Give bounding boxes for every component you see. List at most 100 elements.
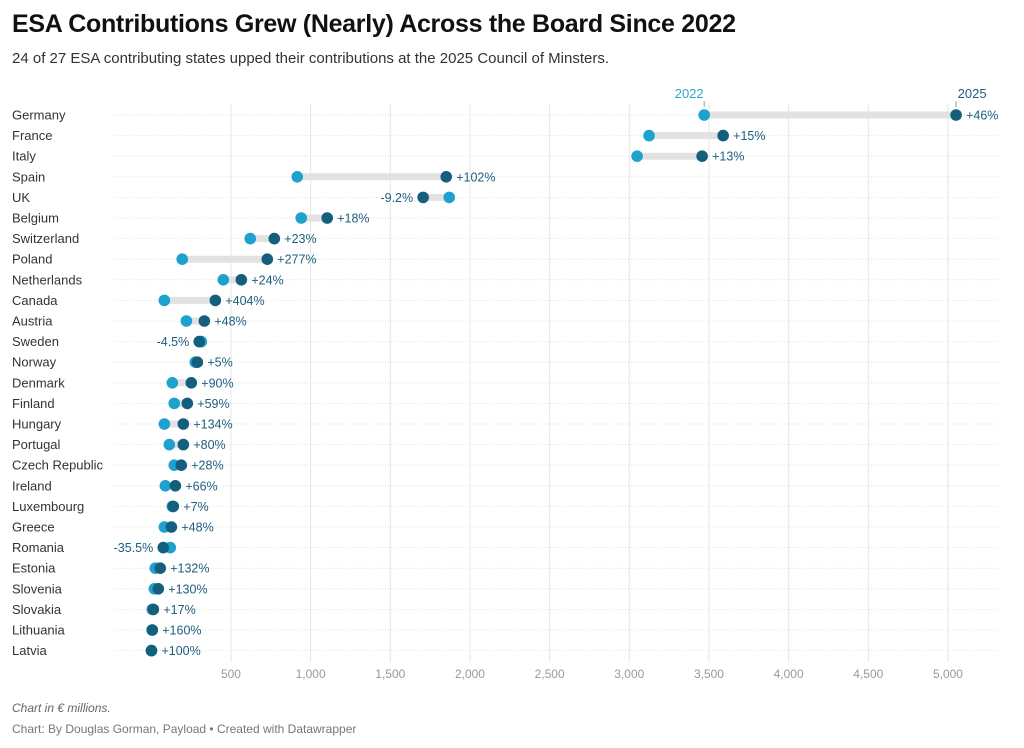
dot-2022 xyxy=(158,418,171,430)
dot-2025 xyxy=(185,377,198,389)
category-label: Belgium xyxy=(12,211,59,226)
change-label: +404% xyxy=(225,294,264,308)
category-label: Slovakia xyxy=(12,602,62,617)
dot-2022 xyxy=(163,438,176,451)
change-label: +28% xyxy=(191,459,223,473)
change-label: +102% xyxy=(456,170,495,184)
change-label: +23% xyxy=(284,232,316,246)
change-label: +13% xyxy=(712,150,744,164)
category-label: Latvia xyxy=(12,643,47,658)
category-label: Denmark xyxy=(12,375,65,390)
dot-2025 xyxy=(268,232,281,245)
change-label: +80% xyxy=(193,438,225,452)
change-label: -4.5% xyxy=(157,335,190,349)
dot-2025 xyxy=(717,129,729,142)
dot-2025 xyxy=(696,150,708,162)
chart-credit: Chart: By Douglas Gorman, Payload • Crea… xyxy=(12,722,357,736)
category-label: Luxembourg xyxy=(12,499,84,514)
dot-2025 xyxy=(235,274,248,286)
dot-2025 xyxy=(167,500,180,513)
change-label: +5% xyxy=(207,356,232,370)
category-label: Finland xyxy=(12,396,55,411)
dot-range-chart: 500 1,000 1,500 2,000 2,500 3,000 3,500 4,000 4,… xyxy=(12,86,1000,681)
dot-2022 xyxy=(168,397,181,410)
category-label: Austria xyxy=(12,314,53,329)
category-label: Italy xyxy=(12,149,36,164)
dot-2025 xyxy=(198,315,211,327)
legend-label-2022: 2022 xyxy=(675,86,704,101)
dot-2022 xyxy=(443,191,456,204)
change-label: +134% xyxy=(193,418,232,432)
category-label: Slovenia xyxy=(12,581,63,596)
dot-2022 xyxy=(180,315,193,327)
change-label: +15% xyxy=(733,129,765,143)
category-label: Portugal xyxy=(12,437,61,452)
dot-2022 xyxy=(244,232,257,245)
change-label: +100% xyxy=(161,644,200,658)
category-label: Netherlands xyxy=(12,272,83,287)
x-tick-label: 500 xyxy=(221,667,241,681)
change-label: +277% xyxy=(277,253,316,267)
x-tick-label: 2,000 xyxy=(455,667,485,681)
category-label: Ireland xyxy=(12,478,52,493)
dot-2025 xyxy=(154,562,167,574)
dot-2022 xyxy=(217,274,230,286)
category-label: Estonia xyxy=(12,561,56,576)
chart-subtitle: 24 of 27 ESA contributing states upped t… xyxy=(12,50,610,67)
x-tick-label: 5,000 xyxy=(933,667,963,681)
category-label: Germany xyxy=(12,108,66,123)
change-label: +17% xyxy=(163,603,195,617)
dot-2022 xyxy=(698,109,710,121)
category-label: Greece xyxy=(12,520,55,535)
dot-2025 xyxy=(440,171,453,183)
x-tick-label: 3,500 xyxy=(694,667,724,681)
dot-2025 xyxy=(152,583,165,595)
category-label: Norway xyxy=(12,355,57,370)
category-label: Romania xyxy=(12,540,65,555)
category-label: Czech Republic xyxy=(12,458,104,473)
dot-2025 xyxy=(157,541,170,554)
dot-2025 xyxy=(321,212,334,224)
dot-2025 xyxy=(950,109,962,121)
category-label: Sweden xyxy=(12,334,59,349)
x-tick-label: 1,000 xyxy=(296,667,326,681)
dot-2025 xyxy=(193,335,206,348)
dot-2025 xyxy=(177,418,190,430)
x-tick-label: 1,500 xyxy=(375,667,405,681)
legend-label-2025: 2025 xyxy=(958,86,987,101)
dot-2022 xyxy=(166,377,179,389)
change-label: +48% xyxy=(181,521,213,535)
chart-title: ESA Contributions Grew (Nearly) Across t… xyxy=(12,10,736,38)
change-label: -9.2% xyxy=(380,191,413,205)
category-label: Hungary xyxy=(12,417,62,432)
dot-2022 xyxy=(159,480,172,492)
x-tick-label: 4,500 xyxy=(853,667,883,681)
dot-2022 xyxy=(291,171,304,183)
change-label: +46% xyxy=(966,109,998,123)
change-label: +160% xyxy=(162,624,201,638)
dot-2025 xyxy=(191,356,204,369)
category-label: Switzerland xyxy=(12,231,79,246)
dot-2025 xyxy=(147,603,160,616)
change-label: -35.5% xyxy=(114,541,154,555)
change-label: +59% xyxy=(197,397,229,411)
dot-2025 xyxy=(261,253,274,265)
change-label: +130% xyxy=(168,582,207,596)
x-tick-label: 3,000 xyxy=(614,667,644,681)
change-label: +132% xyxy=(170,562,209,576)
category-label: France xyxy=(12,128,52,143)
category-label: Poland xyxy=(12,252,52,267)
change-label: +24% xyxy=(251,273,283,287)
category-label: Canada xyxy=(12,293,58,308)
dot-2025 xyxy=(169,480,182,492)
chart-note: Chart in € millions. xyxy=(12,701,111,715)
category-label: Spain xyxy=(12,169,45,184)
dot-2025 xyxy=(145,644,158,657)
x-tick-label: 2,500 xyxy=(535,667,565,681)
change-label: +48% xyxy=(214,315,246,329)
change-label: +90% xyxy=(201,376,233,390)
dot-2025 xyxy=(209,294,222,307)
dot-2025 xyxy=(417,191,429,204)
dot-2025 xyxy=(165,521,178,533)
dot-2022 xyxy=(158,294,171,307)
